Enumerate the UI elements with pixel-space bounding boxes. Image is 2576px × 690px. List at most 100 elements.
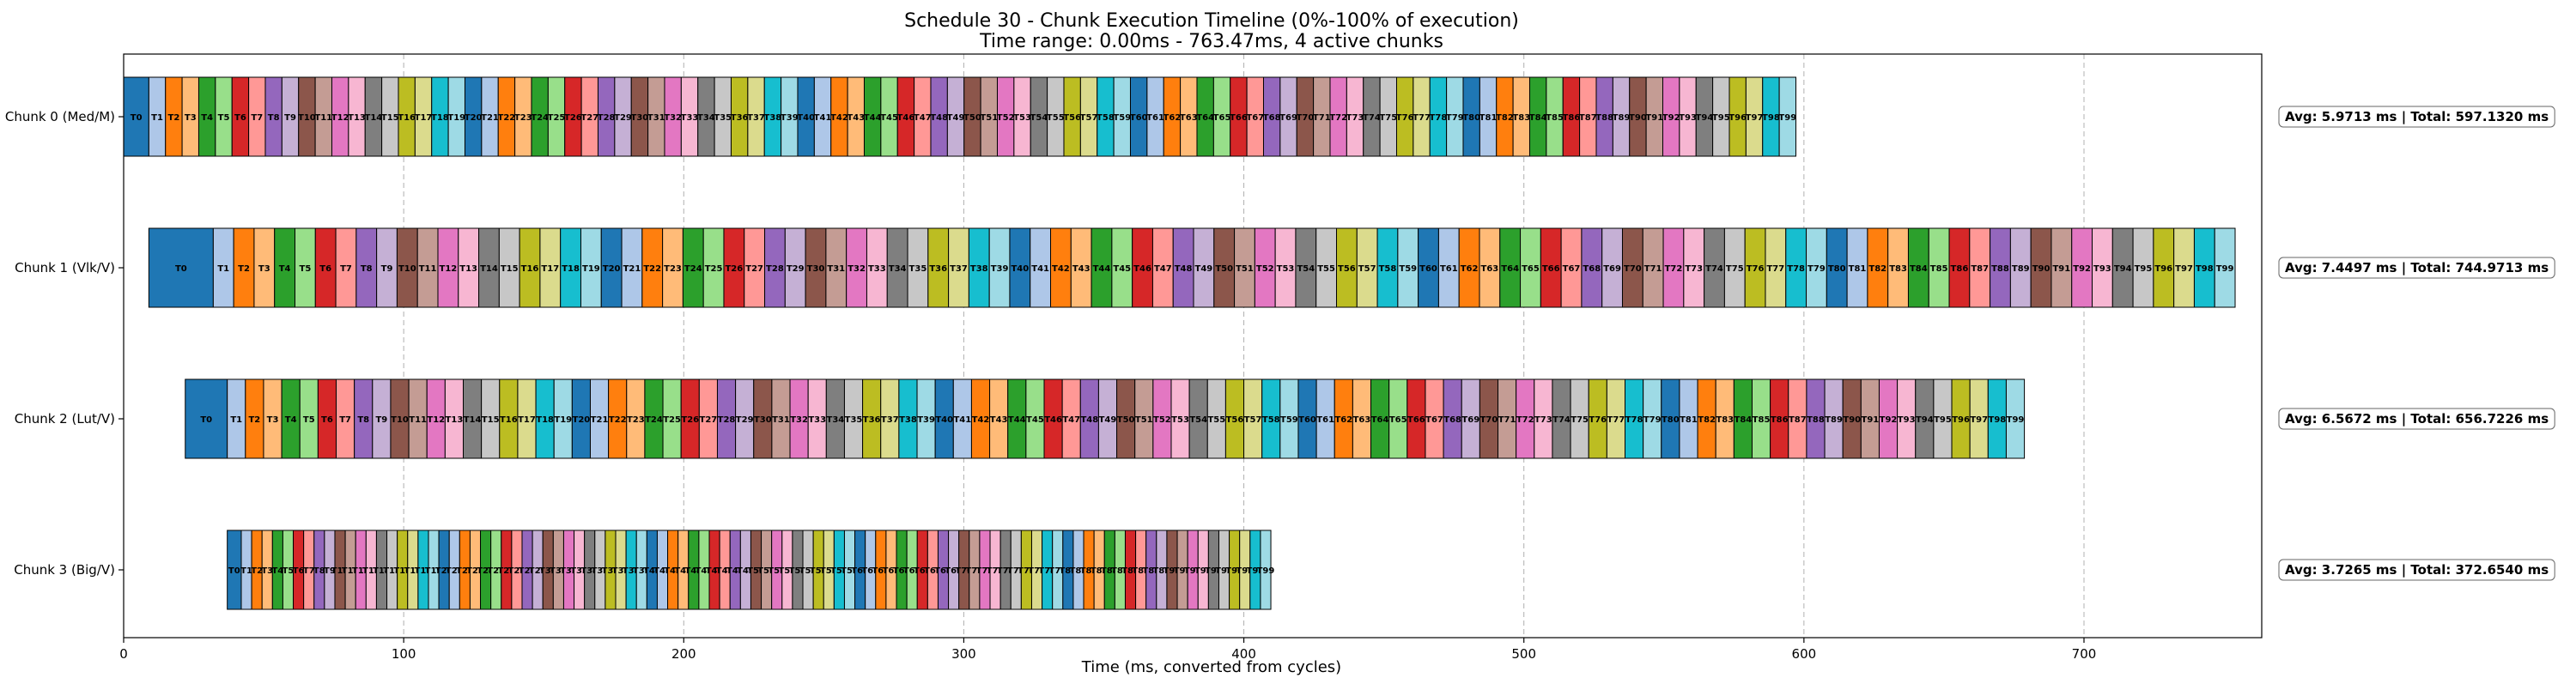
task-label: T74 — [997, 566, 1015, 576]
task-bar: T49 — [1193, 227, 1215, 308]
task-label: T89 — [1825, 415, 1843, 425]
task-label: T23 — [514, 113, 532, 123]
task-label: T90 — [1163, 566, 1182, 576]
task-bar: T10 — [298, 76, 316, 157]
task-bar: T85 — [1751, 378, 1771, 459]
task-bar: T15 — [498, 227, 520, 308]
task-bar: T22 — [456, 530, 474, 610]
task-bar: T59 — [1397, 227, 1419, 308]
task-label: T50 — [1215, 264, 1233, 274]
task-bar: T71 — [965, 530, 983, 610]
task-label: T98 — [1989, 415, 2007, 425]
task-label: T93 — [1679, 113, 1697, 123]
task-label: T58 — [830, 566, 848, 576]
task-label: T2 — [168, 113, 180, 123]
task-label: T83 — [1091, 566, 1109, 576]
task-label: T67 — [1246, 113, 1264, 123]
task-bar: T2 — [245, 378, 264, 459]
task-bar: T6 — [314, 227, 337, 308]
chunk-label: Chunk 3 (Big/V) — [14, 562, 115, 578]
task-bar: T40 — [1009, 227, 1031, 308]
task-label: T37 — [881, 415, 899, 425]
task-label: T22 — [643, 264, 661, 274]
task-label: T9 — [381, 264, 393, 274]
task-bar: T57 — [1356, 227, 1378, 308]
task-bar: T51 — [1134, 378, 1154, 459]
task-label: T22 — [456, 566, 474, 576]
task-label: T43 — [674, 566, 692, 576]
task-label: T77 — [1766, 264, 1784, 274]
task-bar: T76 — [1744, 227, 1766, 308]
task-bar: T67 — [1425, 378, 1444, 459]
task-bar: T23 — [626, 378, 646, 459]
task-label: T60 — [1130, 113, 1148, 123]
task-label: T17 — [541, 264, 559, 274]
task-label: T47 — [716, 566, 734, 576]
task-label: T48 — [1175, 264, 1193, 274]
task-label: T59 — [1280, 415, 1298, 425]
task-bar: T85 — [1928, 227, 1950, 308]
task-bar: T98 — [1987, 378, 2007, 459]
task-bar: T12 — [426, 378, 446, 459]
task-label: T68 — [934, 566, 952, 576]
task-label: T18 — [562, 264, 580, 274]
task-bar: T57 — [1080, 76, 1097, 157]
task-bar: T58 — [1097, 76, 1115, 157]
task-bar: T5 — [299, 378, 319, 459]
task-label: T8 — [361, 264, 373, 274]
task-bar: T34 — [886, 227, 908, 308]
chunk-label: Chunk 1 (Vlk/V) — [15, 260, 115, 275]
task-label: T48 — [726, 566, 744, 576]
task-bar: T25 — [702, 227, 725, 308]
task-bar-rect — [2005, 378, 2026, 459]
task-bar: T61 — [1437, 227, 1460, 308]
task-bar: T72 — [1516, 378, 1535, 459]
task-label: T41 — [953, 415, 971, 425]
task-bar: T76 — [1396, 76, 1414, 157]
task-label: T94 — [1916, 415, 1934, 425]
task-bar: T98 — [1762, 76, 1780, 157]
task-bar: T29 — [614, 76, 632, 157]
task-bar: T88 — [1595, 76, 1613, 157]
task-label: T54 — [1030, 113, 1048, 123]
task-bar: T74 — [1704, 227, 1725, 308]
task-label: T63 — [1180, 113, 1198, 123]
task-label: T12 — [427, 415, 445, 425]
task-label: T23 — [664, 264, 682, 274]
chunk-summary-box — [2278, 559, 2555, 581]
task-bar: T11 — [408, 378, 428, 459]
task-bar: T62 — [1163, 76, 1181, 157]
task-label: T56 — [1338, 264, 1356, 274]
task-label: T57 — [1244, 415, 1262, 425]
task-bar: T56 — [1063, 76, 1081, 157]
task-bar: T13 — [348, 76, 366, 157]
task-bar: T34 — [580, 530, 598, 610]
task-label: T60 — [1419, 264, 1437, 274]
task-label: T25 — [663, 415, 681, 425]
task-label: T72 — [1329, 113, 1347, 123]
task-label: T47 — [1062, 415, 1080, 425]
task-bar: T44 — [1007, 378, 1027, 459]
task-label: T65 — [1213, 113, 1231, 123]
task-bar: T27 — [698, 378, 718, 459]
task-bar: T17 — [539, 227, 562, 308]
task-bar: T89 — [2009, 227, 2032, 308]
task-bar: T14 — [463, 378, 483, 459]
task-bar: T65 — [1520, 227, 1541, 308]
task-bar: T69 — [1601, 227, 1623, 308]
task-bar: T48 — [726, 530, 744, 610]
task-bar: T48 — [1079, 378, 1099, 459]
task-bar: T68 — [1443, 378, 1462, 459]
chart-title: Schedule 30 - Chunk Execution Timeline (… — [904, 10, 1519, 32]
task-label: T38 — [899, 415, 917, 425]
task-bar: T60 — [1130, 76, 1148, 157]
task-label: T74 — [1552, 415, 1571, 425]
task-bar: T0 — [227, 530, 242, 610]
task-label: T78 — [1038, 566, 1056, 576]
task-label: T81 — [1849, 264, 1867, 274]
task-bar: T79 — [1048, 530, 1066, 610]
task-label: T48 — [930, 113, 948, 123]
task-label: T85 — [1546, 113, 1564, 123]
task-label: T21 — [446, 566, 464, 576]
task-bar: T58 — [1376, 227, 1399, 308]
